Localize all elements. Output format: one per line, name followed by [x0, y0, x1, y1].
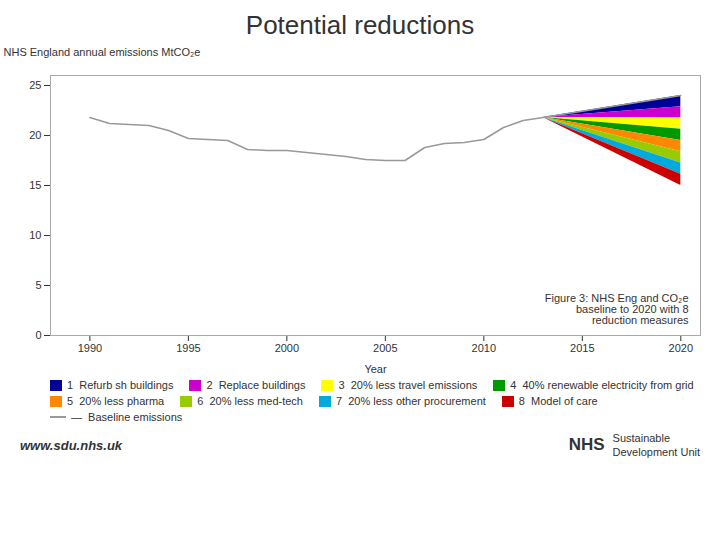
- svg-text:15: 15: [29, 179, 41, 191]
- html-text:Development Unit: Development Unit: [612, 446, 700, 459]
- html-text:3 20% less travel emissions: 3 20% less travel emissions: [338, 379, 478, 391]
- svg-text:Figure 3: NHS Eng and CO₂ebase: Figure 3: NHS Eng and CO₂ebaseline to 20…: [545, 292, 689, 326]
- html-text:www.sdu.nhs.uk: www.sdu.nhs.uk: [20, 437, 123, 453]
- svg-text:2020: 2020: [669, 342, 693, 354]
- html-text:Potential reductions: Potential reductions: [245, 10, 475, 40]
- html-text:2 Replace buildings: 2 Replace buildings: [206, 379, 306, 391]
- html-text:5 20% less pharma: 5 20% less pharma: [67, 395, 165, 407]
- svg-text:1990: 1990: [78, 342, 102, 354]
- svg-text:0: 0: [35, 329, 41, 341]
- svg-text:2005: 2005: [373, 342, 397, 354]
- svg-text:NHS England annual emissions M: NHS England annual emissions MtCO₂e: [4, 46, 201, 58]
- svg-text:5: 5: [35, 279, 41, 291]
- svg-text:25: 25: [29, 79, 41, 91]
- svg-text:2000: 2000: [275, 342, 299, 354]
- svg-text:2015: 2015: [570, 342, 594, 354]
- html-text:1 Refurb sh buildings: 1 Refurb sh buildings: [67, 379, 174, 391]
- html-text:Sustainable: Sustainable: [612, 432, 671, 444]
- html-text:4 40% renewable electricity fr: 4 40% renewable electricity from grid: [510, 379, 694, 391]
- html-text:7 20% less other procurement: 7 20% less other procurement: [336, 395, 486, 407]
- svg-text:20: 20: [29, 129, 41, 141]
- svg-text:2010: 2010: [472, 342, 496, 354]
- html-text:— Baseline emissions: — Baseline emissions: [71, 411, 183, 423]
- svg-text:1995: 1995: [176, 342, 200, 354]
- html-text:6 20% less med-tech: 6 20% less med-tech: [197, 395, 303, 407]
- html-text:8 Model of care: 8 Model of care: [518, 395, 598, 407]
- svg-text:10: 10: [29, 229, 41, 241]
- svg-text:Year: Year: [364, 363, 387, 375]
- html-text:NHS: NHS: [568, 435, 605, 455]
